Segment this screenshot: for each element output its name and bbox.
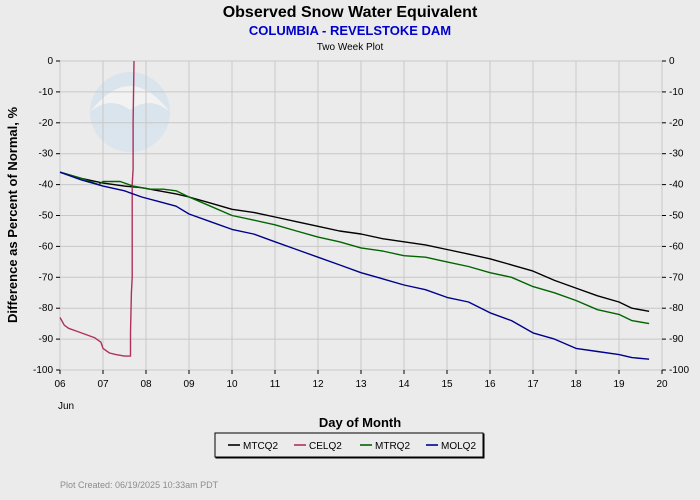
y-tick-label: -100 <box>33 365 53 376</box>
series-line-mtrq2 <box>59 171 650 325</box>
y-tick-label-right: -40 <box>669 180 684 191</box>
month-label: Jun <box>58 401 74 412</box>
y-tick-label-right: -90 <box>669 334 684 345</box>
y-tick-label: -10 <box>39 87 54 98</box>
x-axis-label: Day of Month <box>319 415 401 430</box>
x-tick-label: 13 <box>355 379 367 390</box>
x-tick-label: 20 <box>656 379 668 390</box>
x-tick-label: 16 <box>484 379 496 390</box>
grid <box>59 60 663 371</box>
series-line-molq2 <box>59 171 650 360</box>
series-lines <box>59 60 650 360</box>
y-tick-label-right: -20 <box>669 118 684 129</box>
x-tick-label: 19 <box>613 379 625 390</box>
legend-label: MTRQ2 <box>375 441 410 452</box>
y-tick-label-right: -50 <box>669 211 684 222</box>
y-tick-label: -60 <box>39 241 54 252</box>
y-axis-label: Difference as Percent of Normal, % <box>5 107 20 323</box>
y-tick-label: -90 <box>39 334 54 345</box>
y-tick-label: -70 <box>39 272 54 283</box>
x-tick-label: 11 <box>270 379 281 390</box>
plot-type-label: Two Week Plot <box>317 42 384 53</box>
series-line-celq2 <box>59 60 135 357</box>
plot-created-footer: Plot Created: 06/19/2025 10:33am PDT <box>60 480 219 490</box>
axis-ticks: 0 0 -10 -10 -20 -20 -30 -30 -40 -40 -50 -50 -60 -60 -7… <box>33 56 689 390</box>
y-tick-label-right: -70 <box>669 272 684 283</box>
x-tick-label: 12 <box>312 379 324 390</box>
legend-label: MTCQ2 <box>243 441 278 452</box>
x-tick-label: 09 <box>183 379 195 390</box>
x-tick-label: 07 <box>97 379 109 390</box>
noaa-watermark: NOAA <box>90 72 170 152</box>
y-tick-label: -30 <box>39 149 54 160</box>
y-tick-label: -80 <box>39 303 54 314</box>
chart-subtitle: COLUMBIA - REVELSTOKE DAM <box>249 23 451 38</box>
x-tick-label: 08 <box>140 379 152 390</box>
x-tick-label: 18 <box>570 379 582 390</box>
legend-label: MOLQ2 <box>441 441 476 452</box>
y-tick-label: 0 <box>47 56 53 67</box>
y-tick-label: -40 <box>39 180 54 191</box>
y-tick-label-right: -10 <box>669 87 684 98</box>
y-tick-label-right: -60 <box>669 241 684 252</box>
x-tick-label: 14 <box>398 379 410 390</box>
x-tick-label: 06 <box>54 379 66 390</box>
x-tick-label: 10 <box>226 379 238 390</box>
legend: MTCQ2 CELQ2 MTRQ2 MOLQ2 <box>214 432 485 459</box>
y-tick-label-right: -100 <box>669 365 689 376</box>
y-tick-label: -20 <box>39 118 54 129</box>
x-tick-label: 17 <box>527 379 539 390</box>
chart-title: Observed Snow Water Equivalent <box>223 4 478 21</box>
legend-label: CELQ2 <box>309 441 342 452</box>
y-tick-label-right: -30 <box>669 149 684 160</box>
x-tick-label: 15 <box>441 379 453 390</box>
y-tick-label: -50 <box>39 211 54 222</box>
series-line-mtcq2 <box>59 171 650 312</box>
noaa-watermark-text: NOAA <box>111 91 150 106</box>
y-tick-label-right: -80 <box>669 303 684 314</box>
y-tick-label-right: 0 <box>669 56 675 67</box>
